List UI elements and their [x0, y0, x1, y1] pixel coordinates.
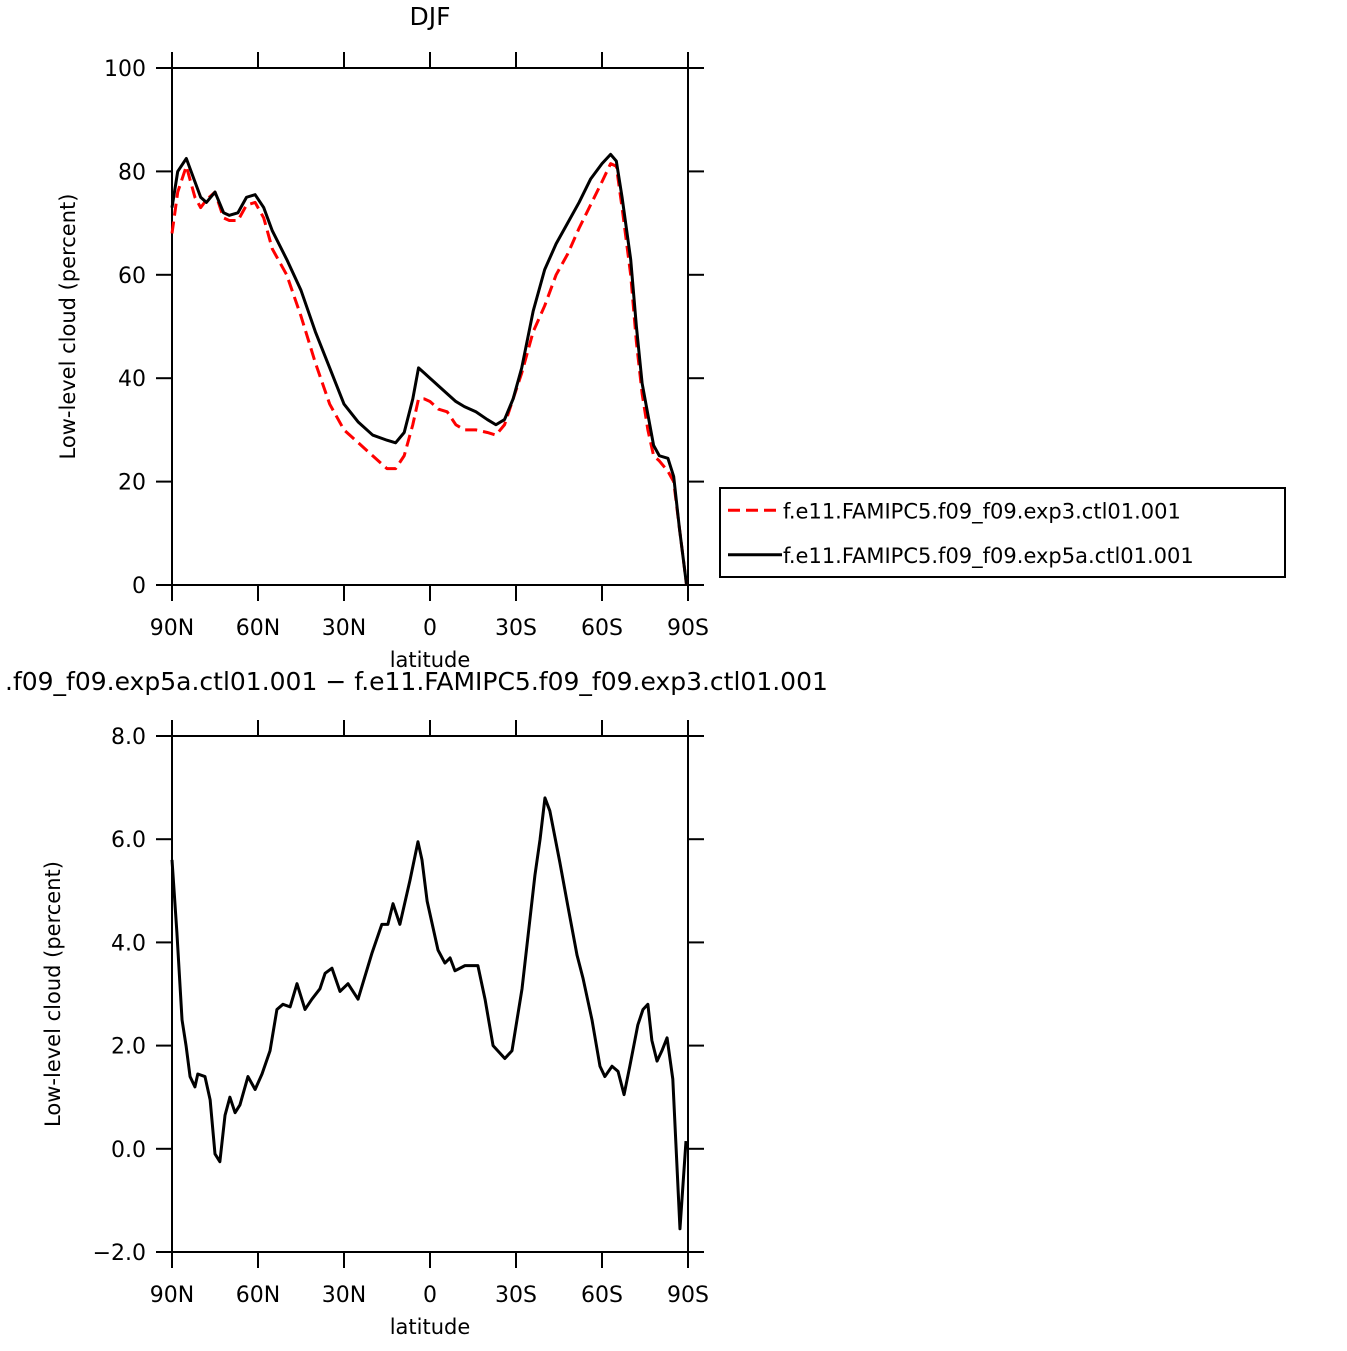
x-tick-label: 0	[423, 1283, 437, 1308]
legend: f.e11.FAMIPC5.f09_f09.exp3.ctl01.001 f.e1…	[719, 487, 1286, 578]
plot-frame	[171, 67, 689, 586]
x-tick-label: 90N	[150, 616, 194, 641]
x-tick-label: 30N	[322, 1283, 366, 1308]
y-axis-label: Low-level cloud (percent)	[56, 194, 80, 460]
chart-title: DJF	[409, 2, 450, 31]
y-tick-label: 2.0	[111, 1035, 146, 1060]
y-tick-label: 0.0	[111, 1138, 146, 1163]
y-tick-label: 40	[118, 367, 146, 392]
y-tick-label: 80	[118, 160, 146, 185]
x-tick-label: 60N	[236, 1283, 280, 1308]
y-tick-label: 8.0	[111, 725, 146, 750]
x-tick-label: 0	[423, 616, 437, 641]
x-tick-label: 60S	[581, 616, 623, 641]
chart-title: .f09_f09.exp5a.ctl01.001 − f.e11.FAMIPC5…	[5, 667, 828, 696]
x-axis-label: latitude	[390, 1315, 471, 1339]
y-tick-label: 60	[118, 264, 146, 289]
y-tick-label: 4.0	[111, 931, 146, 956]
x-tick-label: 30S	[495, 1283, 537, 1308]
x-tick-label: 60S	[581, 1283, 623, 1308]
series-line	[170, 796, 688, 1231]
legend-box	[719, 487, 1286, 578]
y-axis-label: Low-level cloud (percent)	[41, 861, 65, 1127]
legend-label: f.e11.FAMIPC5.f09_f09.exp3.ctl01.001	[783, 499, 1181, 524]
y-tick-label: 0	[132, 574, 146, 599]
x-tick-label: 60N	[236, 616, 280, 641]
y-tick-label: 100	[104, 57, 146, 82]
series-line	[170, 152, 689, 586]
y-tick-label: −2.0	[93, 1241, 146, 1266]
series-line	[170, 162, 689, 586]
x-axis-label: latitude	[390, 648, 471, 672]
x-tick-label: 90S	[667, 616, 709, 641]
x-tick-label: 30N	[322, 616, 366, 641]
x-tick-label: 30S	[495, 616, 537, 641]
x-tick-label: 90S	[667, 1283, 709, 1308]
y-tick-label: 20	[118, 471, 146, 496]
y-tick-label: 6.0	[111, 828, 146, 853]
legend-label: f.e11.FAMIPC5.f09_f09.exp5a.ctl01.001	[783, 544, 1194, 569]
plot-frame	[171, 735, 689, 1253]
x-tick-label: 90N	[150, 1283, 194, 1308]
